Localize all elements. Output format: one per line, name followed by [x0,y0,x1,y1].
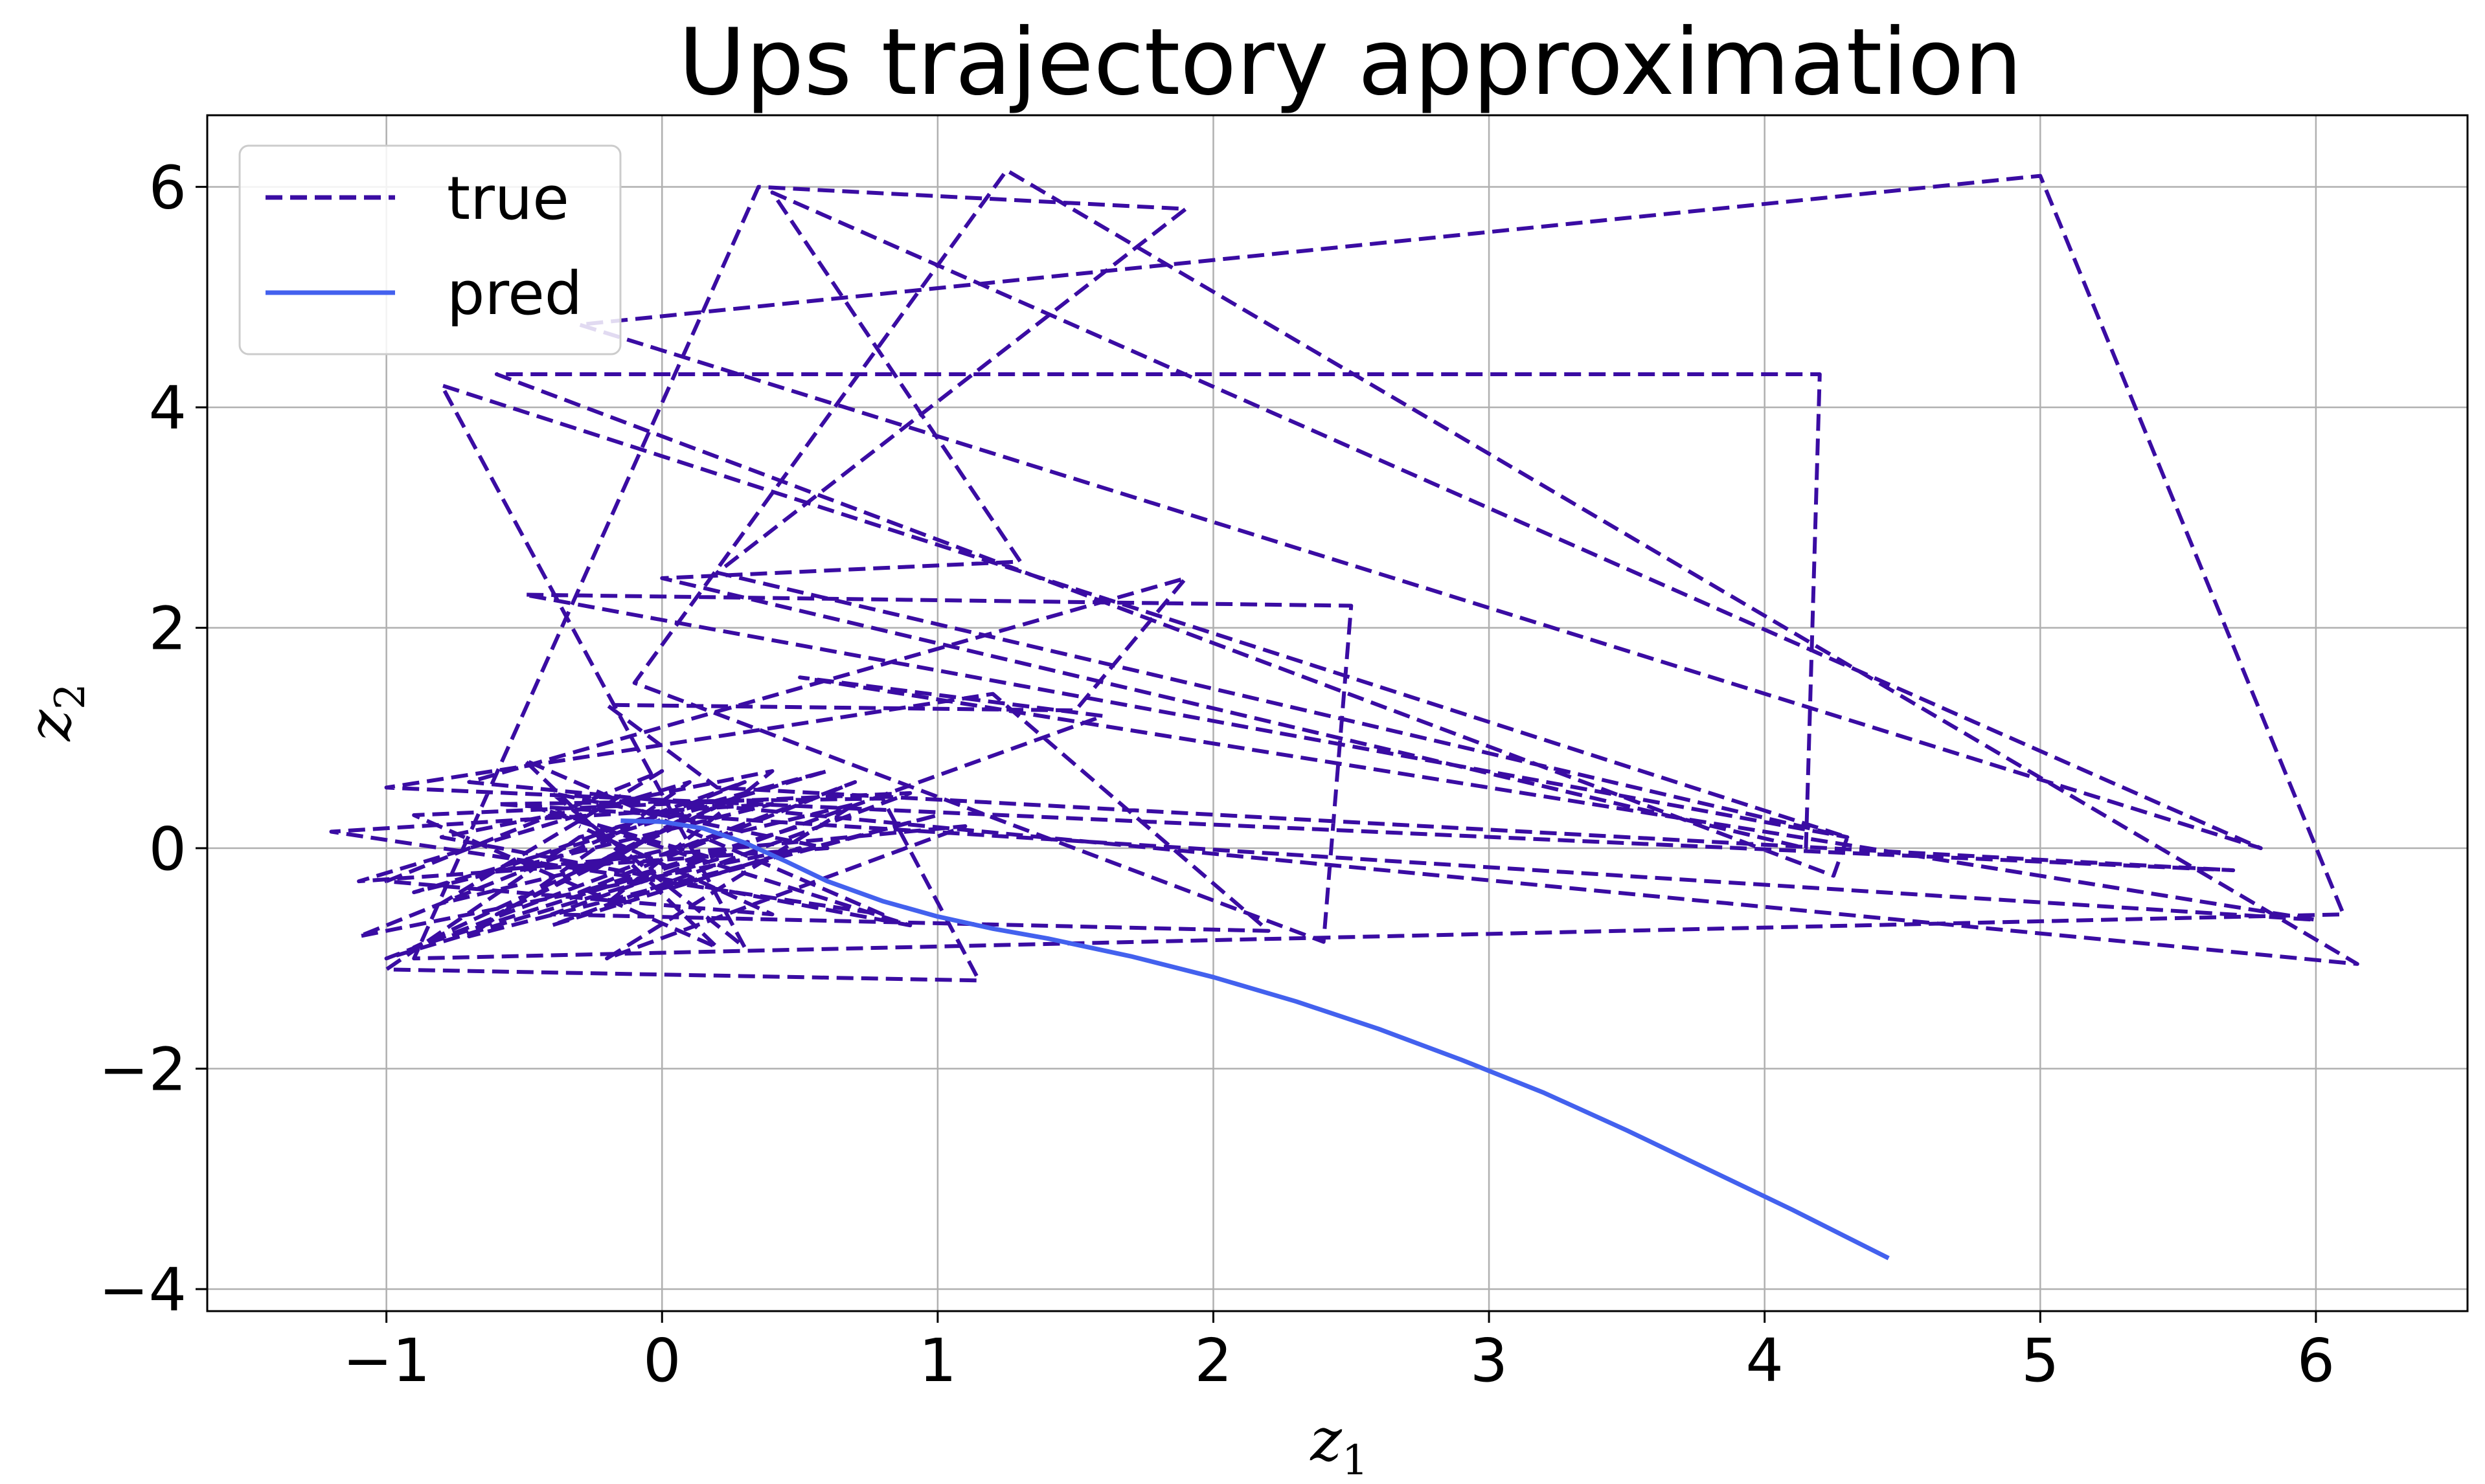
chart-title: Ups trajectory approximation [678,9,2022,116]
y-tick-label: 0 [148,815,187,884]
series-layer [329,168,2359,1261]
y-axis-label: z2 [15,683,95,741]
legend: true pred [238,144,622,355]
legend-true-label: true [447,164,569,233]
x-tick-label: −1 [343,1326,431,1395]
legend-pred-label: pred [447,259,582,328]
y-axis-label-main: z [15,710,84,742]
y-tick-label: 4 [148,374,187,443]
y-tick-label: 2 [148,594,187,664]
x-tick-label: 3 [1470,1326,1508,1395]
series-pred-line [620,818,1890,1261]
x-tick-label: 5 [2021,1326,2059,1395]
y-tick-label: −2 [98,1035,187,1104]
y-axis-label-sub: 2 [47,683,95,710]
ticks: −1 0 1 2 3 4 5 6 −4 −2 0 2 4 6 [98,153,2335,1395]
plot-frame [206,114,2469,1312]
series-true-line [329,168,2359,983]
x-tick-label: 2 [1194,1326,1232,1395]
grid [207,115,2468,1311]
x-axis-label: z1 [1310,1405,1368,1484]
legend-box [238,144,622,355]
x-tick-label: 4 [1745,1326,1784,1395]
y-tick-label: −4 [98,1255,187,1325]
y-tick-label: 6 [148,153,187,223]
x-tick-label: 1 [919,1326,957,1395]
x-axis-label-sub: 1 [1342,1437,1368,1484]
x-tick-label: 6 [2297,1326,2335,1395]
x-axis-label-main: z [1310,1405,1342,1474]
x-tick-label: 0 [643,1326,681,1395]
